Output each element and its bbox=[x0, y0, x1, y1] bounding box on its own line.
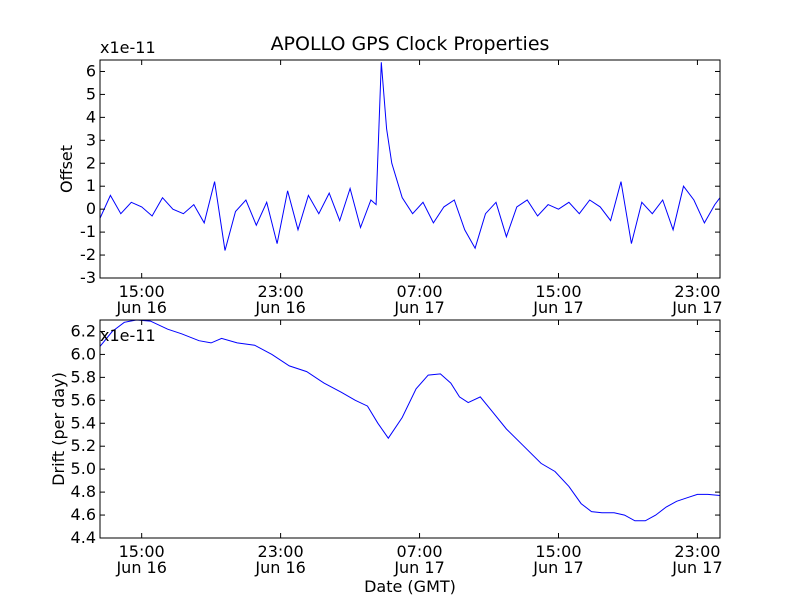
drift-xtick-date-label: Jun 17 bbox=[532, 558, 583, 577]
offset-xtick-time-label: 07:00 bbox=[396, 282, 442, 301]
offset-ytick-label: -2 bbox=[80, 245, 96, 264]
drift-xtick-time-label: 23:00 bbox=[674, 542, 720, 561]
drift-series-line bbox=[99, 319, 721, 522]
offset-ytick-label: 4 bbox=[86, 107, 96, 126]
drift-ytick-label: 5.0 bbox=[71, 459, 96, 478]
drift-xtick-date-label: Jun 17 bbox=[671, 558, 722, 577]
offset-xtick-time-label: 23:00 bbox=[258, 282, 304, 301]
offset-series-line bbox=[99, 62, 721, 251]
drift-ytick-label: 4.4 bbox=[71, 528, 96, 547]
drift-xtick-date-label: Jun 16 bbox=[254, 558, 305, 577]
drift-xtick-time-label: 15:00 bbox=[535, 542, 581, 561]
offset-ytick-label: 6 bbox=[86, 61, 96, 80]
offset-ytick-label: 1 bbox=[86, 176, 96, 195]
drift-plot-frame bbox=[100, 320, 720, 538]
drift-ytick-label: 5.4 bbox=[71, 413, 96, 432]
offset-axes-border bbox=[99, 59, 721, 279]
offset-ytick-label: 0 bbox=[86, 199, 96, 218]
offset-xtick-time-label: 15:00 bbox=[535, 282, 581, 301]
drift-ytick-label: 4.8 bbox=[71, 482, 96, 501]
offset-xtick-date-label: Jun 17 bbox=[393, 298, 444, 317]
offset-y-ticks: -3 -2 -1 0 1 2 3 4 5 6 bbox=[80, 61, 720, 287]
offset-ytick-label: 3 bbox=[86, 130, 96, 149]
drift-xtick-time-label: 07:00 bbox=[396, 542, 442, 561]
drift-xtick-date-label: Jun 17 bbox=[393, 558, 444, 577]
offset-plot-frame bbox=[100, 60, 720, 278]
offset-ytick-label: -3 bbox=[80, 268, 96, 287]
offset-y-axis-label: Offset bbox=[57, 145, 76, 193]
offset-xtick-date-label: Jun 17 bbox=[532, 298, 583, 317]
drift-ytick-label: 4.6 bbox=[71, 505, 96, 524]
drift-axes-border bbox=[99, 319, 721, 539]
drift-y-ticks: 4.4 4.6 4.8 5.0 5.2 5.4 5.6 5.8 6.0 6.2 bbox=[71, 321, 720, 547]
offset-scale-label: x1e-11 bbox=[100, 38, 156, 57]
offset-xtick-time-label: 15:00 bbox=[119, 282, 165, 301]
drift-x-axis-label: Date (GMT) bbox=[364, 577, 456, 596]
offset-xtick-time-label: 23:00 bbox=[674, 282, 720, 301]
offset-xtick-date-label: Jun 16 bbox=[254, 298, 305, 317]
drift-scale-label: x1e-11 bbox=[100, 326, 156, 345]
drift-ytick-label: 6.2 bbox=[71, 321, 96, 340]
drift-xtick-time-label: 23:00 bbox=[258, 542, 304, 561]
offset-xtick-date-label: Jun 16 bbox=[115, 298, 166, 317]
offset-xtick-date-label: Jun 17 bbox=[671, 298, 722, 317]
offset-ytick-label: 5 bbox=[86, 84, 96, 103]
drift-xtick-date-label: Jun 16 bbox=[115, 558, 166, 577]
drift-y-axis-label: Drift (per day) bbox=[49, 372, 68, 486]
figure-title: APOLLO GPS Clock Properties bbox=[271, 33, 550, 55]
drift-ytick-label: 6.0 bbox=[71, 344, 96, 363]
drift-ytick-label: 5.8 bbox=[71, 367, 96, 386]
drift-xtick-time-label: 15:00 bbox=[119, 542, 165, 561]
offset-ytick-label: -1 bbox=[80, 222, 96, 241]
drift-ytick-label: 5.2 bbox=[71, 436, 96, 455]
drift-panel: 4.44.64.85.05.25.45.65.86.06.2 15:00Jun … bbox=[49, 319, 723, 596]
drift-ytick-label: 5.6 bbox=[71, 390, 96, 409]
offset-ytick-label: 2 bbox=[86, 153, 96, 172]
